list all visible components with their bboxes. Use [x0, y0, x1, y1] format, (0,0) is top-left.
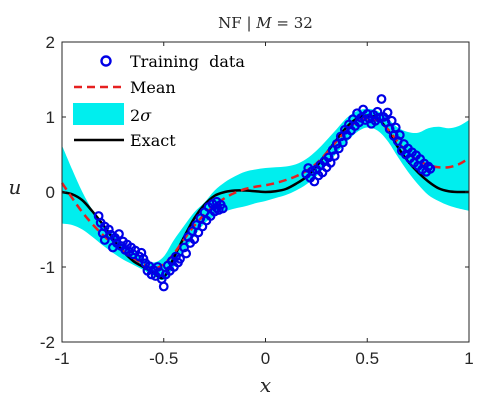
training-point [189, 234, 200, 245]
x-tick-label: -0.5 [149, 349, 178, 368]
training-point [374, 112, 385, 123]
training-point [382, 107, 393, 118]
training-point [114, 229, 124, 239]
training-point [394, 130, 405, 140]
x-tick-label: 0 [261, 349, 270, 368]
legend-band-number: 2 [130, 106, 140, 125]
training-point [390, 122, 401, 133]
training-point [380, 117, 391, 128]
training-point [99, 235, 110, 245]
chart-title-variable: M [255, 14, 272, 32]
exact-layer [61, 114, 470, 280]
training-point [376, 94, 387, 104]
chart-title: NF | M = 32 [218, 14, 313, 32]
training-point [329, 151, 340, 161]
training-points-layer [93, 94, 436, 292]
training-point [425, 163, 436, 174]
chart-title-prefix: NF | [218, 14, 256, 32]
training-point [181, 248, 192, 259]
x-tick-label: 1 [464, 349, 473, 368]
y-tick-label: -2 [40, 333, 55, 352]
legend-band-label: 2σ [130, 106, 152, 125]
training-point [175, 253, 185, 264]
training-point [217, 203, 228, 214]
training-point [323, 152, 334, 163]
legend-exact-label: Exact [130, 131, 176, 150]
training-point [337, 137, 348, 148]
legend-band-swatch [73, 103, 124, 125]
exact-line [61, 114, 470, 280]
y-tick-label: 2 [46, 33, 55, 52]
legend: Training data Mean 2σ Exact [73, 52, 245, 150]
band-layer [62, 108, 469, 281]
training-point [386, 115, 397, 126]
y-axis-label: u [9, 175, 22, 199]
legend-band-sigma: σ [140, 106, 152, 125]
y-tick-label: -1 [40, 258, 55, 277]
training-point [103, 224, 114, 235]
legend-mean-label: Mean [130, 78, 176, 97]
x-axis-label: x [260, 373, 271, 397]
band-2sigma [62, 108, 469, 281]
legend-training-marker [100, 55, 112, 67]
x-tick-label: 0.5 [355, 349, 379, 368]
training-point [152, 262, 163, 272]
y-tick-label: 0 [46, 183, 55, 202]
training-point [158, 281, 169, 292]
chart-title-suffix: = 32 [272, 14, 313, 32]
training-point [325, 157, 336, 168]
legend-training-label: Training data [130, 52, 245, 71]
y-tick-label: 1 [46, 108, 55, 127]
x-tick-label: -1 [54, 349, 69, 368]
